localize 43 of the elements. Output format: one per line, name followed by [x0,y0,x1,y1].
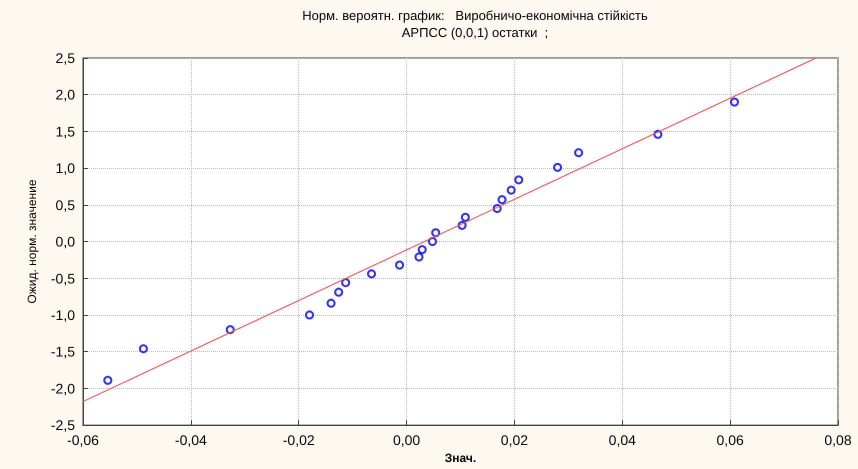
point [414,252,424,262]
x-tick-label: -0,06 [67,432,100,448]
x-tick-label: -0,02 [282,432,315,448]
y-tick-label: 0,0 [56,234,76,250]
point [367,269,376,278]
point [574,148,584,158]
y-tick-label: 1,0 [56,160,76,176]
point [103,376,112,385]
point [553,162,562,172]
point [514,175,524,184]
point [460,212,470,222]
point [395,260,404,270]
x-tick-label: 0,02 [500,432,528,448]
chart-subtitle: АРПСС (0,0,1) остатки ; [402,25,548,40]
point [341,278,350,288]
point [334,288,344,297]
x-tick-label: -0,04 [174,432,208,448]
point [730,98,739,107]
y-tick-label: 2,5 [56,50,76,66]
y-tick-label: -2,0 [50,380,76,396]
y-tick-label: 0,5 [56,196,76,213]
point [226,325,235,334]
point [305,310,314,320]
point [506,186,516,195]
point [428,237,437,246]
y-tick-label: -1,5 [50,344,76,360]
chart-title: Норм. вероятн. график: Виробничо-економічна стійкість [302,8,648,23]
point [138,344,148,354]
x-tick-label: 0,00 [392,432,420,448]
y-tick-label: 2,0 [56,86,76,103]
y-tick-label: 1,5 [56,123,76,140]
point [498,195,507,204]
point [418,245,427,254]
point [431,228,440,238]
y-tick-label: -1,0 [50,306,76,323]
x-tick-label: 0,04 [608,432,636,448]
point [326,298,336,308]
y-tick-label: -2,5 [50,417,76,434]
x-tick-label: 0,08 [824,432,852,448]
x-tick-label: 0,06 [716,432,744,448]
y-tick-label: -0,5 [50,270,76,286]
y-axis-title: Ожид. норм. значение [25,179,39,304]
x-axis-title: Знач. [444,451,476,465]
